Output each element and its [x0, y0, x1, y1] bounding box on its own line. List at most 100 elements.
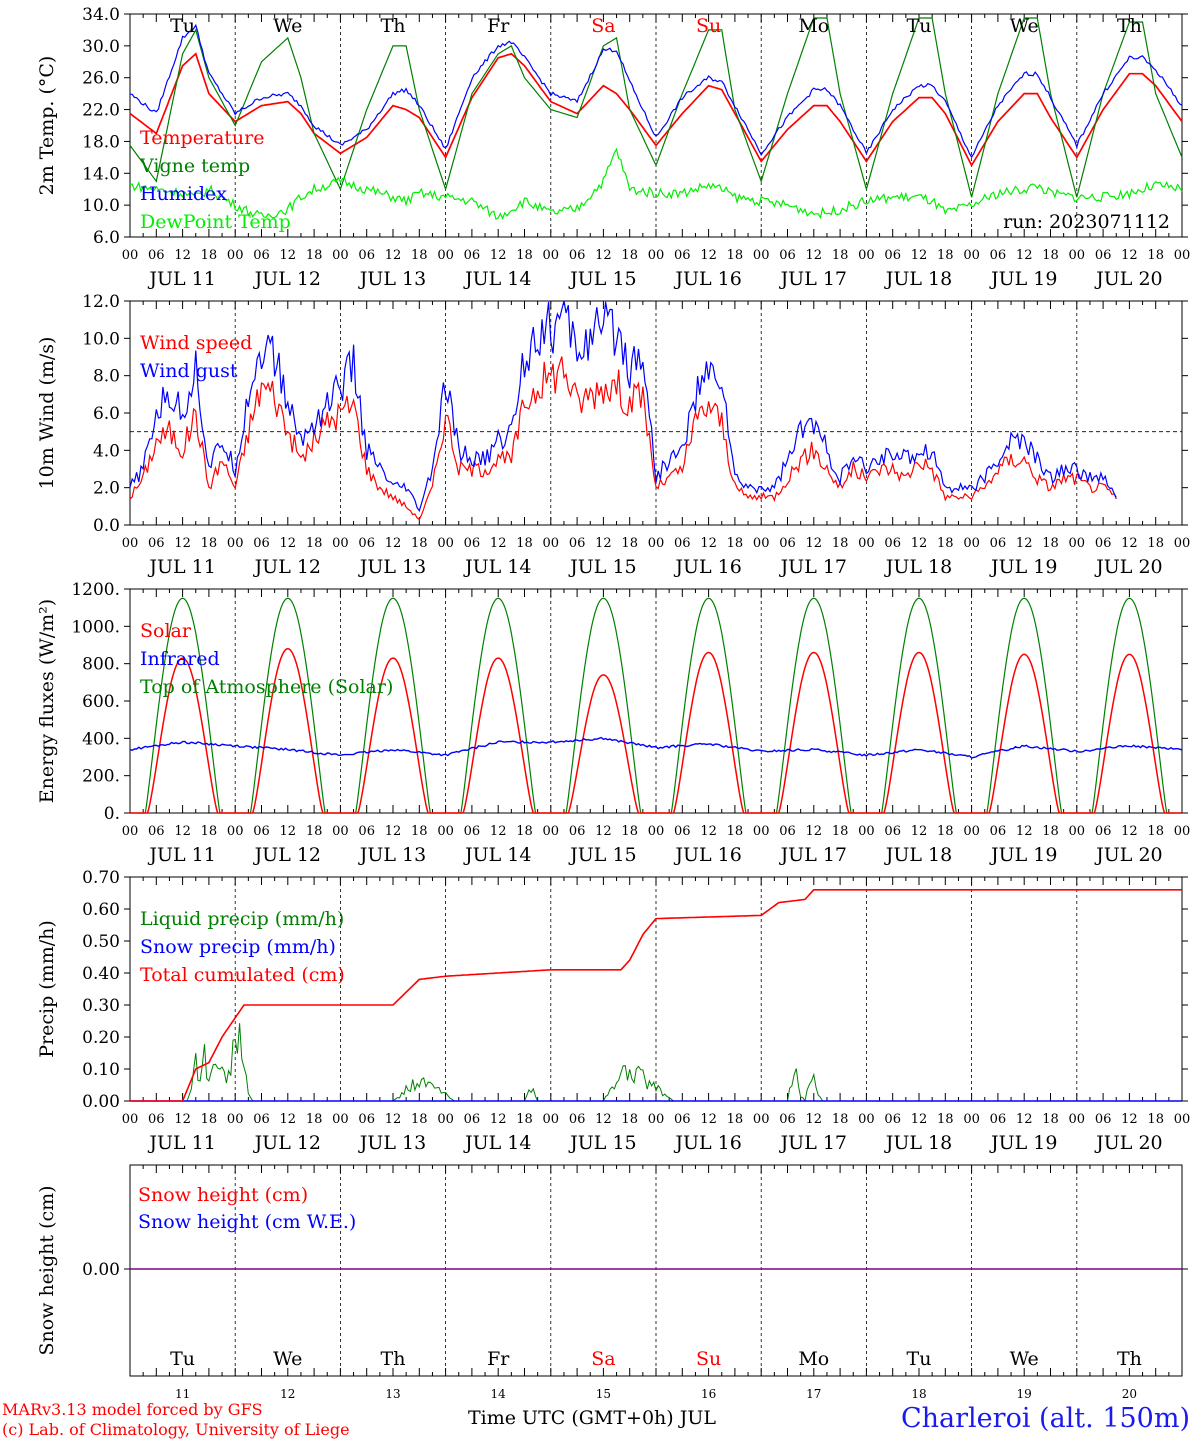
- hour-tick-label: 00: [1174, 248, 1191, 263]
- hour-tick-label: 00: [227, 536, 244, 551]
- panel-2: 0.0 2.0 4.0 6.0 8.0 10.0 12.0 10m Wind (m/s) Win…: [36, 292, 1190, 578]
- hour-tick-label: 12: [490, 824, 507, 839]
- day-number-label: 11: [175, 1387, 190, 1401]
- hour-tick-label: 12: [1121, 824, 1138, 839]
- hour-tick-label: 12: [280, 536, 297, 551]
- model-credit: MARv3.13 model forced by GFS: [2, 1400, 263, 1419]
- date-label: JUL 20: [1094, 844, 1162, 866]
- hour-tick-label: 00: [858, 824, 875, 839]
- panel-5: 0.00 Snow height (cm) Snow height (cm) Snow…: [36, 1164, 1188, 1401]
- hour-tick-label: 12: [490, 536, 507, 551]
- date-label: JUL 20: [1094, 268, 1162, 290]
- hour-tick-label: 12: [280, 248, 297, 263]
- date-label: JUL 11: [147, 556, 215, 578]
- hour-tick-label: 18: [832, 248, 849, 263]
- hour-tick-label: 18: [411, 248, 428, 263]
- hour-tick-label: 18: [621, 824, 638, 839]
- hour-tick-label: 00: [437, 536, 454, 551]
- date-label: JUL 17: [779, 844, 847, 866]
- hour-tick-label: 06: [674, 248, 691, 263]
- weekday-label: Mo: [798, 15, 829, 37]
- hour-tick-label: 00: [332, 248, 349, 263]
- date-label: JUL 15: [568, 1132, 636, 1154]
- hour-tick-label: 00: [753, 536, 770, 551]
- series-vigne-temp: [129, 17, 1183, 198]
- date-label: JUL 16: [673, 1132, 741, 1154]
- hour-tick-label: 00: [858, 536, 875, 551]
- legend-entry: Solar: [140, 620, 192, 642]
- weekday-label: Fr: [487, 15, 510, 37]
- hour-tick-label: 00: [753, 1112, 770, 1127]
- hour-tick-label: 06: [990, 1112, 1007, 1127]
- y-tick-label: 0.60: [82, 900, 120, 920]
- y-tick-label: 22.0: [82, 101, 120, 121]
- hour-tick-label: 18: [727, 1112, 744, 1127]
- series-temperature: [129, 52, 1183, 168]
- day-number-label: 12: [280, 1387, 295, 1401]
- date-label: JUL 19: [989, 844, 1057, 866]
- hour-tick-label: 06: [884, 536, 901, 551]
- hour-tick-label: 00: [858, 248, 875, 263]
- hour-tick-label: 12: [595, 1112, 612, 1127]
- legend-entry: Top of Atmosphere (Solar): [140, 676, 393, 698]
- hour-tick-label: 00: [227, 824, 244, 839]
- hour-tick-label: 12: [595, 824, 612, 839]
- hour-tick-label: 00: [648, 248, 665, 263]
- y-axis-label: 10m Wind (m/s): [36, 337, 58, 490]
- hour-tick-label: 12: [490, 248, 507, 263]
- weekday-label: Th: [1117, 1348, 1142, 1370]
- hour-tick-label: 18: [621, 536, 638, 551]
- legend-entry: Temperature: [140, 127, 264, 149]
- legend-entry: DewPoint Temp: [140, 211, 291, 233]
- hour-tick-label: 18: [832, 1112, 849, 1127]
- date-label: JUL 11: [147, 844, 215, 866]
- y-tick-label: 0.00: [82, 1092, 120, 1112]
- date-label: JUL 13: [358, 556, 426, 578]
- y-axis-label: 2m Temp. (°C): [36, 56, 58, 196]
- hour-tick-label: 06: [464, 248, 481, 263]
- panel-frame: [129, 300, 1183, 526]
- hour-tick-label: 00: [437, 1112, 454, 1127]
- hour-tick-label: 06: [358, 1112, 375, 1127]
- hour-tick-label: 12: [174, 248, 191, 263]
- hour-tick-label: 12: [911, 1112, 928, 1127]
- hour-tick-label: 18: [411, 536, 428, 551]
- hour-tick-label: 06: [148, 536, 165, 551]
- hour-tick-label: 12: [911, 536, 928, 551]
- hour-tick-label: 12: [806, 824, 823, 839]
- series-total-cumulated: [130, 888, 1182, 1102]
- date-label: JUL 18: [884, 844, 952, 866]
- hour-tick-label: 18: [306, 824, 323, 839]
- hour-tick-label: 18: [621, 1112, 638, 1127]
- legend-entry: Snow precip (mm/h): [140, 936, 336, 958]
- hour-tick-label: 12: [174, 536, 191, 551]
- hour-tick-label: 18: [937, 824, 954, 839]
- hour-tick-label: 12: [1121, 248, 1138, 263]
- date-label: JUL 19: [989, 1132, 1057, 1154]
- series-dewpoint-temp: [129, 147, 1183, 221]
- date-label: JUL 15: [568, 268, 636, 290]
- day-number-label: 20: [1122, 1387, 1137, 1401]
- y-tick-label: 600.: [82, 692, 120, 712]
- day-number-label: 19: [1017, 1387, 1032, 1401]
- hour-tick-label: 12: [700, 1112, 717, 1127]
- hour-tick-label: 18: [201, 536, 218, 551]
- hour-tick-label: 12: [1016, 1112, 1033, 1127]
- hour-tick-label: 18: [201, 248, 218, 263]
- hour-tick-label: 12: [700, 248, 717, 263]
- panel-frame: [129, 588, 1183, 814]
- y-tick-label: 800.: [82, 655, 120, 675]
- series-wind-speed: [129, 356, 1117, 521]
- hour-tick-label: 06: [569, 248, 586, 263]
- hour-tick-label: 12: [385, 824, 402, 839]
- hour-tick-label: 12: [280, 1112, 297, 1127]
- hour-tick-label: 12: [806, 1112, 823, 1127]
- hour-tick-label: 18: [516, 248, 533, 263]
- hour-tick-label: 00: [543, 536, 560, 551]
- hour-tick-label: 12: [806, 536, 823, 551]
- date-label: JUL 17: [779, 268, 847, 290]
- hour-tick-label: 06: [884, 1112, 901, 1127]
- date-label: JUL 18: [884, 268, 952, 290]
- hour-tick-label: 06: [884, 824, 901, 839]
- hour-tick-label: 06: [569, 1112, 586, 1127]
